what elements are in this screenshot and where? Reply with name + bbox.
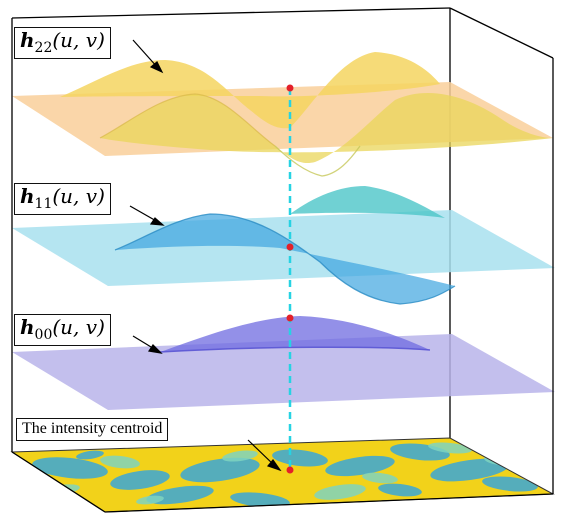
label-intensity-centroid: The intensity centroid [16,418,169,442]
label-h22-args: (u, v) [52,28,105,52]
intensity-blob [136,495,164,505]
intensity-blob [76,450,104,460]
surface-h22-front [100,93,553,164]
intensity-blob [100,455,140,469]
surface-h00 [160,316,430,352]
intensity-blob [230,492,290,508]
box-front-edges [11,18,554,513]
label-h00-args: (u, v) [52,315,105,339]
surface-h22-back [60,52,440,129]
intensity-blob [222,450,258,462]
intensity-blob [110,470,170,490]
pointer-arrows [129,39,282,472]
intensity-blob [146,485,214,505]
intensity-blob [482,476,538,492]
centroid-point-h00 [286,314,294,322]
centroid-points [286,84,294,474]
intensity-blob [325,455,395,477]
intensity-blob [378,483,422,497]
intensity-blob [314,484,366,500]
plane-h00 [12,334,555,410]
layer-h11 [12,186,555,305]
arrow-h11 [129,205,159,223]
label-h11-symbol: h [20,184,35,208]
arrow-centroid [247,439,276,467]
layer-h00 [12,316,555,410]
label-h22: h22(u, v) [14,27,111,60]
intensity-blob [362,472,398,484]
label-h11-subscript: 11 [34,196,53,212]
intensity-blob [272,449,328,467]
label-h22-subscript: 22 [34,40,53,56]
label-h11-args: (u, v) [52,184,105,208]
intensity-map [10,437,555,513]
intensity-blob [180,457,260,483]
surface-h11-back [290,186,445,218]
layer-h22 [12,52,553,177]
label-h00-symbol: h [20,315,35,339]
label-h11: h11(u, v) [14,183,111,216]
surface-h11-front [115,214,455,304]
label-h00: h00(u, v) [14,314,111,347]
arrow-h22 [132,39,159,69]
intensity-blob [428,442,472,454]
centroid-point-base [286,466,294,474]
label-h22-symbol: h [20,28,35,52]
intensity-blob [430,458,510,482]
intensity-blob [32,457,108,479]
centroid-point-h22 [286,84,294,92]
centroid-point-h11 [286,243,294,251]
label-h00-subscript: 00 [34,327,53,343]
